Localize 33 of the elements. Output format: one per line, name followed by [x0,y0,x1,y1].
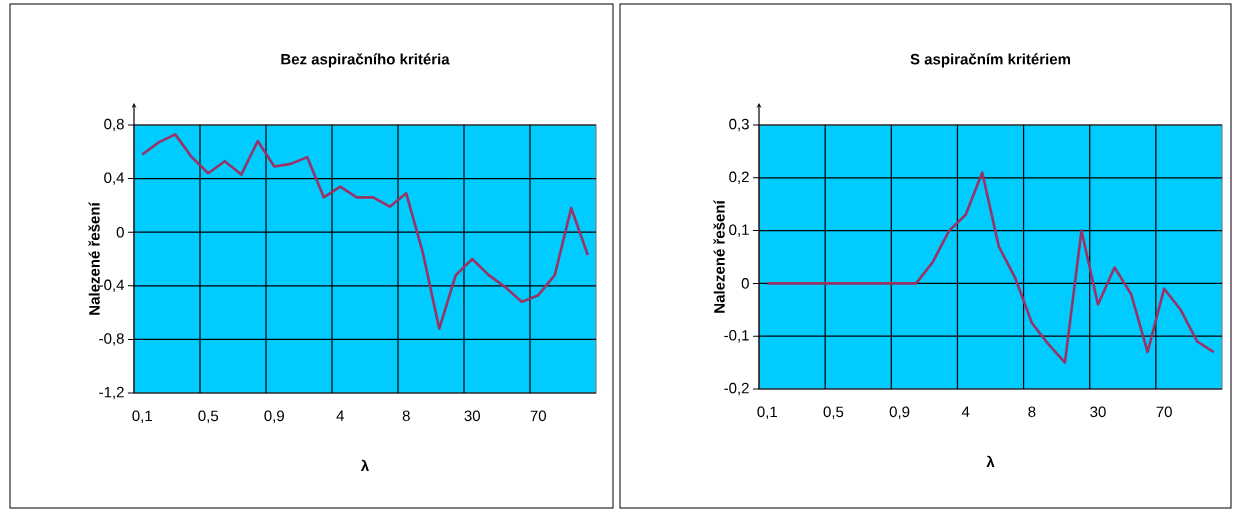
y-tick-label: 0,8 [104,118,124,132]
y-tick-label: 0 [741,278,749,289]
y-tick-label: 0,3 [729,118,749,132]
x-tick-label: 4 [961,406,970,417]
y-tick-label: 0,4 [104,172,125,185]
y-tick-label: -1,2 [99,386,124,400]
x-tick-label: 8 [402,410,410,422]
y-tick-label: -0,4 [99,279,125,292]
line-series [140,133,590,330]
x-axis-title: λ [986,455,995,468]
chart-title: S aspiračním kritériem [910,53,1071,68]
x-tick-label: 0,5 [823,406,844,419]
x-tick-label: 0,9 [889,406,910,419]
x-tick-label: 30 [1090,406,1106,418]
y-tick-label: 0,2 [729,171,749,184]
x-tick-label: 0,5 [198,410,219,423]
y-axis-title: Nalezené řešení [713,199,725,313]
y-tick-label: 0 [116,226,124,238]
x-tick-label: 0,9 [264,410,284,423]
x-tick-label: 0,1 [757,406,777,419]
y-axis-title: Nalezené řešení [88,201,100,315]
x-tick-label: 70 [1156,406,1172,418]
x-tick-label: 8 [1028,406,1036,418]
y-tick-label: 0,1 [729,224,749,237]
chart-title: Bez aspiračního kritéria [281,53,450,68]
y-tick-label: -0,2 [724,382,749,396]
x-tick-label: 0,1 [132,410,152,423]
x-tick-label: 4 [336,410,344,421]
x-axis-title: λ [360,459,369,472]
y-tick-label: -0,1 [724,330,749,343]
x-tick-label: 30 [464,410,480,422]
y-tick-label: -0,8 [99,333,124,346]
x-tick-label: 70 [530,410,546,422]
